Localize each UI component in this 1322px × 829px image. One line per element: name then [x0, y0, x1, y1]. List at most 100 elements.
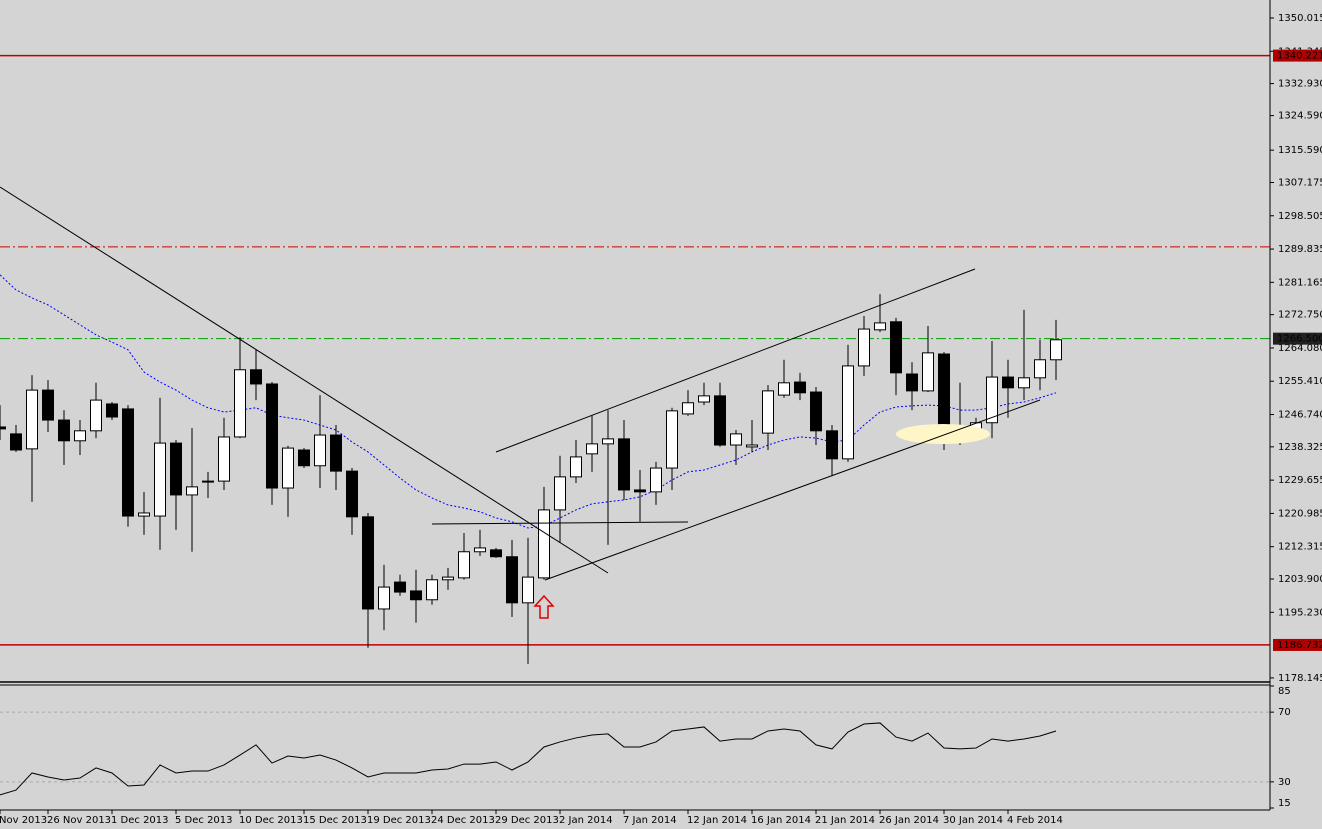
candle-body — [1050, 339, 1062, 361]
candle-body — [426, 579, 438, 601]
candle-body — [346, 470, 358, 518]
y-tick-label: 85 — [1278, 686, 1291, 697]
candle-body — [874, 322, 886, 331]
candle-body — [186, 486, 198, 496]
candle-body — [794, 381, 806, 394]
candle-body — [666, 410, 678, 469]
y-tick-label: 1332.930 — [1278, 79, 1322, 90]
y-tick-label: 30 — [1278, 777, 1291, 788]
x-tick-label: 5 Dec 2013 — [175, 815, 233, 826]
candle-body — [506, 556, 518, 604]
x-tick-label: 4 Feb 2014 — [1007, 815, 1063, 826]
candle-body — [282, 447, 294, 489]
candle-body — [698, 395, 710, 403]
y-tick-label: 1178.145 — [1278, 673, 1322, 684]
x-tick-label: 1 Dec 2013 — [111, 815, 169, 826]
y-tick-label: 1238.325 — [1278, 442, 1322, 453]
candle-body — [442, 576, 454, 581]
candle-body — [554, 476, 566, 511]
y-tick-label: 1289.835 — [1278, 244, 1322, 255]
channel-line — [495, 268, 976, 453]
moving-average — [0, 274, 1057, 529]
candle-body — [890, 321, 902, 374]
x-tick-label: 29 Dec 2013 — [495, 815, 559, 826]
y-tick-label: 1350.015 — [1278, 13, 1322, 24]
candle-body — [826, 430, 838, 460]
level-label: 1266.500 — [1277, 334, 1322, 345]
level-label-box — [1273, 638, 1322, 651]
candle-body — [730, 433, 742, 446]
candle-body — [58, 419, 70, 442]
candle-body — [314, 434, 326, 467]
candle-body — [858, 328, 870, 367]
candle-body — [762, 390, 774, 434]
candle-body — [1034, 359, 1046, 379]
candle-body — [122, 408, 134, 517]
y-tick-label: 1315.590 — [1278, 145, 1322, 156]
oscillator-line — [0, 722, 1057, 796]
candle-body — [986, 376, 998, 424]
candle-body — [810, 391, 822, 432]
up-arrow — [533, 594, 555, 619]
highlight-ellipse — [896, 424, 990, 444]
candle-body — [394, 581, 406, 593]
y-tick-label: 1246.740 — [1278, 410, 1322, 421]
candle-body — [714, 395, 726, 446]
y-tick-label: 1264.080 — [1278, 343, 1322, 354]
x-tick-label: 21 Jan 2014 — [815, 815, 875, 826]
candle-body — [682, 402, 694, 415]
level-label-box — [1273, 332, 1322, 345]
y-tick-label: 1307.175 — [1278, 177, 1322, 188]
candle-body — [218, 436, 230, 482]
x-tick-label: 19 Dec 2013 — [367, 815, 431, 826]
x-tick-label: 26 Jan 2014 — [879, 815, 939, 826]
candle-body — [634, 489, 646, 493]
candle-body — [1002, 376, 1014, 389]
y-tick-label: 1272.750 — [1278, 310, 1322, 321]
candle-body — [90, 399, 102, 432]
candle-body — [378, 586, 390, 610]
candle-body — [906, 373, 918, 392]
y-tick-label: 1324.590 — [1278, 111, 1322, 122]
y-tick-label: 1298.505 — [1278, 211, 1322, 222]
candle-body — [586, 443, 598, 455]
candle-body — [570, 456, 582, 478]
candle-body — [74, 430, 86, 442]
candle-body — [234, 369, 246, 438]
y-tick-label: 1281.165 — [1278, 277, 1322, 288]
candle-body — [490, 549, 502, 558]
candle-body — [922, 352, 934, 392]
candle-body — [842, 365, 854, 460]
candle-body — [778, 382, 790, 396]
candle-body — [602, 438, 614, 445]
x-tick-label: 16 Jan 2014 — [751, 815, 811, 826]
candle-body — [42, 389, 54, 421]
y-tick-label: 1220.985 — [1278, 508, 1322, 519]
candle-body — [1018, 377, 1030, 389]
y-tick-label: 1255.410 — [1278, 376, 1322, 387]
y-tick-label: 70 — [1278, 707, 1291, 718]
level-label: 1186.732 — [1277, 640, 1322, 651]
candle-body — [618, 438, 630, 491]
y-tick-label: 1195.230 — [1278, 607, 1322, 618]
x-tick-label: 7 Jan 2014 — [623, 815, 677, 826]
x-tick-label: 30 Jan 2014 — [943, 815, 1003, 826]
x-tick-label: 2 Jan 2014 — [559, 815, 613, 826]
candle-body — [474, 547, 486, 553]
candle-body — [330, 434, 342, 472]
y-tick-label: 1212.315 — [1278, 542, 1322, 553]
candle-body — [746, 444, 758, 448]
oscillator-panel — [0, 711, 1270, 796]
x-tick-label: Nov 2013 — [0, 815, 47, 826]
candle-body — [362, 516, 374, 610]
candle-body — [266, 383, 278, 489]
candle-body — [154, 442, 166, 517]
level-label-box — [1273, 49, 1322, 62]
x-tick-label: 24 Dec 2013 — [431, 815, 495, 826]
candle-body — [298, 449, 310, 467]
channel-line — [544, 399, 1041, 581]
candle-body — [250, 369, 262, 385]
